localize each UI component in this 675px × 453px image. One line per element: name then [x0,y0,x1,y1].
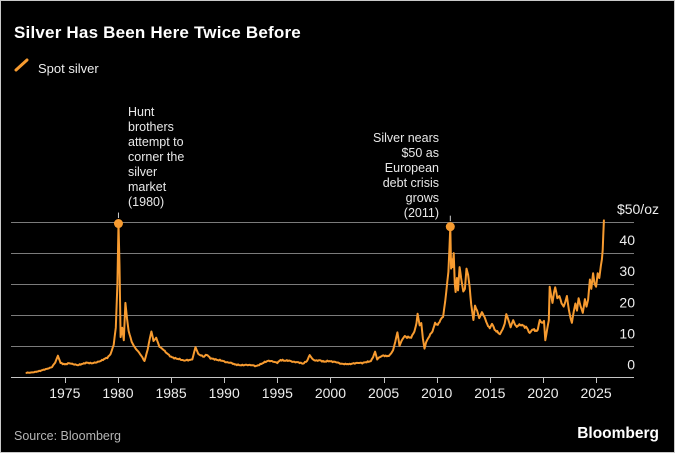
y-axis-label: 0 [627,357,635,373]
annotation-line: corner the [128,150,185,164]
annotation-line: attempt to [128,135,184,149]
y-axis-label: 10 [619,325,635,341]
annotation-european-debt-crisis: Silver nears $50 as European debt crisis gro… [373,131,439,221]
annotation-hunt-brothers: Hunt brothers attempt to corner the silver ma… [128,105,184,210]
annotation-line: debt crisis [382,176,439,190]
y-axis-label: 20 [619,294,635,310]
x-axis-label: 2000 [315,385,346,401]
x-axis-label: 1995 [262,385,293,401]
x-axis-label: 2005 [368,385,399,401]
annotation-line: Hunt [128,105,155,119]
chart-title: Silver Has Been Here Twice Before [14,23,301,42]
annotation-line: European [384,161,439,175]
annotation-line: Silver nears [373,131,439,145]
annotation-line: brothers [128,120,174,134]
y-axis-label: $50/oz [617,201,659,217]
annotation-line: market [128,180,167,194]
x-axis-label: 2010 [421,385,452,401]
line-swatch-icon [14,58,30,78]
y-axis-label: 30 [619,263,635,279]
spot-silver-line [25,219,605,374]
x-axis-label: 1975 [49,385,80,401]
annotation-line: $50 as [401,146,439,160]
x-axis-label: 2015 [474,385,505,401]
source-text: Source: Bloomberg [14,429,122,443]
peak-marker-european-debt-crisis [445,222,455,232]
legend-label: Spot silver [38,60,99,76]
x-axis-label: 1985 [155,385,186,401]
peak-marker-hunt-brothers [113,219,123,229]
x-axis-label: 2020 [527,385,558,401]
x-axis-label: 2025 [581,385,612,401]
x-axis-label: 1990 [209,385,240,401]
annotation-line: (1980) [128,195,165,209]
legend: Spot silver [14,58,99,78]
bloomberg-logo: Bloomberg [577,425,659,442]
x-axis-label: 1980 [102,385,133,401]
annotation-line: silver [128,165,158,179]
annotation-line: (2011) [403,206,439,220]
annotation-line: grows [405,191,439,205]
y-axis-label: 40 [619,232,635,248]
